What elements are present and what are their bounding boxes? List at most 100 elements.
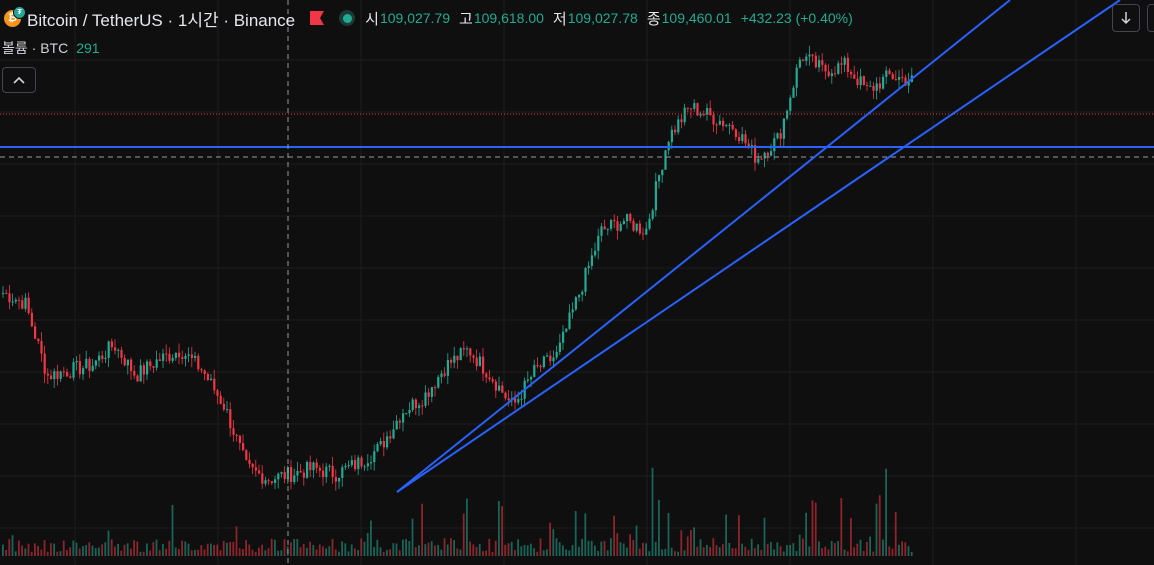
volume-bar — [347, 551, 350, 556]
candle-body — [34, 326, 37, 339]
candle-body — [14, 299, 17, 302]
symbol-title[interactable]: Bitcoin / TetherUS · 1시간 · Binance — [27, 10, 296, 30]
candle-body — [322, 470, 325, 478]
candle-body — [456, 355, 459, 361]
candle-body — [552, 357, 555, 362]
candle-body — [85, 358, 88, 369]
volume-bar — [789, 544, 791, 556]
candle-body — [763, 152, 766, 159]
volume-bar — [133, 540, 135, 556]
candle-body — [334, 477, 337, 482]
volume-bar — [571, 545, 574, 556]
volume-bar — [379, 547, 382, 556]
candle-body — [366, 463, 369, 467]
volume-bar — [562, 545, 564, 556]
candle-body — [59, 371, 62, 379]
candle-body — [120, 349, 123, 358]
volume-bar — [136, 541, 139, 556]
volume-bar — [475, 546, 478, 556]
candle-body — [184, 355, 187, 359]
candle-body — [309, 461, 312, 471]
candle-body — [427, 392, 430, 397]
volume-bar — [603, 540, 606, 556]
volume-bar — [357, 550, 359, 556]
volume-bar — [850, 518, 852, 556]
collapse-legend-button[interactable] — [2, 67, 36, 93]
volume-bar — [312, 544, 315, 556]
volume-bar — [846, 551, 849, 556]
volume-bar — [427, 542, 430, 556]
candle-body — [450, 359, 453, 363]
arrow-down-icon — [1121, 12, 1131, 25]
candle-body — [101, 355, 104, 360]
open-label: 시 — [365, 10, 379, 28]
volume-bar — [552, 529, 555, 556]
volume-bar — [686, 536, 689, 556]
candle-body — [424, 392, 427, 406]
volume-bar — [254, 551, 257, 556]
candle-body — [827, 71, 830, 77]
candle-body — [75, 360, 78, 363]
volume-bar — [338, 551, 340, 556]
candle-body — [725, 125, 728, 127]
candle-body — [229, 409, 232, 429]
volume-bar — [168, 540, 171, 556]
open-value: 109,027.79 — [379, 10, 451, 26]
candle-body — [683, 107, 686, 123]
volume-bar — [363, 541, 366, 556]
candle-body — [373, 451, 376, 463]
flag-icon[interactable] — [309, 11, 325, 25]
trendline-2[interactable] — [396, 0, 1121, 493]
volume-bar — [891, 548, 894, 556]
volume-bar — [757, 544, 759, 556]
candle-body — [66, 371, 69, 377]
volume-bar — [200, 545, 203, 556]
volume-bar — [443, 538, 446, 556]
candle-body — [882, 76, 885, 89]
volume-bar — [126, 543, 129, 556]
volume-bar — [456, 548, 459, 556]
volume-bar — [706, 544, 708, 556]
candle-body — [40, 341, 43, 354]
volume-bar — [162, 543, 164, 556]
volume-bar — [795, 551, 798, 556]
volume-bar — [766, 543, 769, 556]
volume-bar — [741, 543, 743, 556]
side-panel-edge-button[interactable] — [1147, 4, 1154, 32]
volume-bar — [802, 538, 804, 556]
volume-bar — [5, 550, 7, 556]
candle-body — [597, 235, 600, 251]
volume-bar — [680, 530, 683, 556]
volume-label[interactable]: 볼륨 · BTC — [2, 40, 69, 56]
volume-bar — [885, 468, 887, 556]
candle-body — [56, 371, 59, 379]
volume-bar — [56, 551, 59, 556]
volume-bar — [315, 549, 318, 556]
scroll-to-realtime-button[interactable] — [1112, 4, 1140, 32]
volume-bar — [510, 541, 513, 556]
candle-body — [5, 292, 8, 294]
volume-bar — [574, 511, 577, 556]
volume-bar — [744, 546, 747, 556]
candle-body — [840, 63, 843, 65]
candle-body — [88, 358, 91, 371]
volume-bar — [856, 543, 859, 556]
volume-bar — [702, 547, 705, 556]
volume-bar — [843, 549, 846, 556]
candle-body — [709, 108, 712, 115]
volume-bar — [859, 539, 862, 556]
candle-body — [46, 373, 49, 376]
candle-body — [82, 368, 85, 375]
volume-bar — [91, 545, 94, 556]
volume-bar — [747, 549, 750, 556]
trendline-1[interactable] — [396, 0, 1011, 493]
volume-bar — [690, 529, 692, 556]
candle-body — [494, 381, 497, 391]
candle-body — [392, 429, 395, 439]
candle-body — [853, 74, 856, 79]
volume-bar — [414, 547, 417, 556]
candle-body — [389, 436, 392, 439]
volume-bar — [334, 549, 337, 556]
candle-body — [98, 355, 101, 361]
